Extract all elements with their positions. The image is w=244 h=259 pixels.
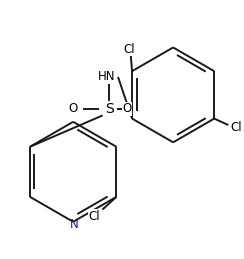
- Text: O: O: [122, 103, 132, 116]
- Text: Cl: Cl: [124, 43, 135, 56]
- Text: HN: HN: [98, 70, 115, 83]
- Text: Cl: Cl: [230, 121, 242, 134]
- Text: N: N: [70, 218, 79, 231]
- Text: Cl: Cl: [89, 210, 101, 222]
- Text: S: S: [105, 102, 113, 116]
- Text: O: O: [69, 103, 78, 116]
